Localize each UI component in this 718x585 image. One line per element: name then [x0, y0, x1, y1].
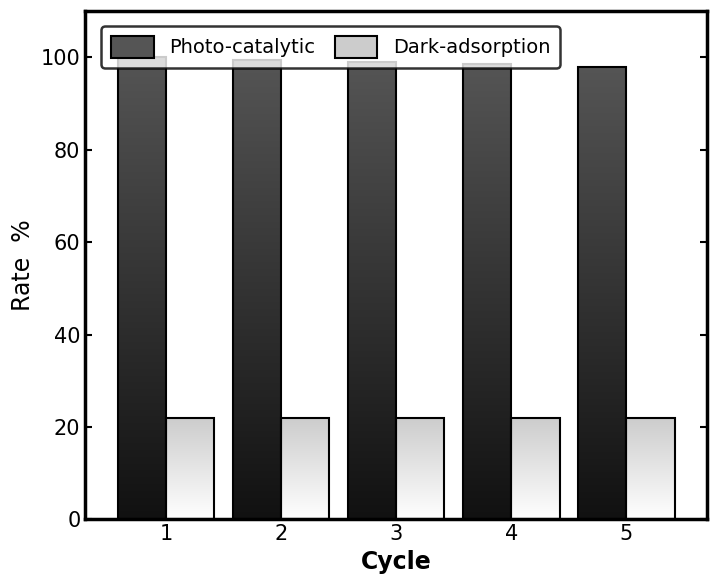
Bar	[396, 418, 444, 519]
Bar	[118, 57, 166, 519]
X-axis label: Cycle: Cycle	[360, 550, 432, 574]
Bar	[463, 64, 511, 519]
Bar	[166, 418, 214, 519]
Bar	[511, 418, 559, 519]
Bar	[626, 418, 675, 519]
Bar	[233, 60, 281, 519]
Y-axis label: Rate  %: Rate %	[11, 219, 35, 311]
Bar	[281, 418, 330, 519]
Bar	[578, 67, 626, 519]
Legend: Photo-catalytic, Dark-adsorption: Photo-catalytic, Dark-adsorption	[101, 26, 560, 68]
Bar	[348, 62, 396, 519]
